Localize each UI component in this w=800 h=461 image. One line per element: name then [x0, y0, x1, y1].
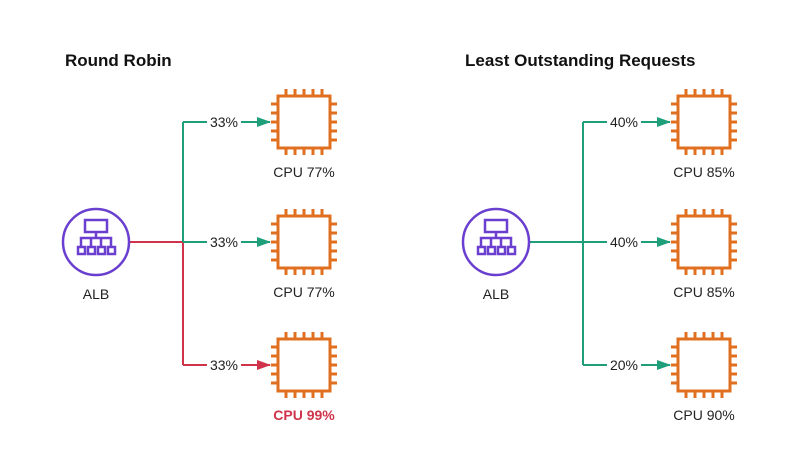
target-instance: 33% CPU 99%: [183, 332, 337, 423]
alb-leaf-box: [486, 245, 497, 256]
chip-body: [276, 214, 332, 270]
cpu-utilization-label: CPU 99%: [273, 407, 335, 423]
chip-body: [676, 214, 732, 270]
target-instance: 40% CPU 85%: [583, 209, 737, 300]
alb-circle: [61, 207, 131, 277]
alb-connectors: [79, 232, 113, 246]
alb-label: ALB: [83, 286, 109, 302]
alb-leaf-box: [496, 245, 507, 256]
alb-leaf-box: [106, 245, 117, 256]
traffic-share-label: 20%: [610, 357, 638, 373]
share-label-bg: [607, 233, 641, 250]
chip-body: [276, 94, 332, 150]
cpu-chip-icon: [671, 89, 737, 155]
traffic-share-label: 33%: [210, 357, 238, 373]
alb-connectors: [479, 232, 513, 246]
share-label-bg: [607, 113, 641, 130]
target-instance: 33% CPU 77%: [183, 89, 337, 180]
target-instance: 20% CPU 90%: [583, 332, 737, 423]
share-label-bg: [607, 356, 641, 373]
alb-node: ALB: [61, 207, 131, 302]
cpu-chip-icon: [271, 332, 337, 398]
chip-body: [676, 94, 732, 150]
chip-body: [676, 337, 732, 393]
cpu-chip-icon: [671, 209, 737, 275]
cpu-utilization-label: CPU 77%: [273, 164, 334, 180]
alb-leaf-box: [506, 245, 517, 256]
target-instance: 40% CPU 85%: [583, 89, 737, 180]
load-balancer-icon: [461, 207, 531, 277]
panel-round-robin: Round Robin 33% CPU 77% 33% CPU 77% 33% CPU 99…: [61, 51, 337, 423]
traffic-share-label: 33%: [210, 234, 238, 250]
traffic-share-label: 33%: [210, 114, 238, 130]
traffic-share-label: 40%: [610, 114, 638, 130]
load-balancer-icon: [61, 207, 131, 277]
panel-least-outstanding-requests: Least Outstanding Requests 40% CPU 85% 40% C…: [461, 51, 737, 423]
cpu-utilization-label: CPU 85%: [673, 164, 734, 180]
alb-leaf-box: [476, 245, 487, 256]
panel-title: Round Robin: [65, 51, 172, 70]
cpu-utilization-label: CPU 90%: [673, 407, 734, 423]
panel-title: Least Outstanding Requests: [465, 51, 695, 70]
traffic-share-label: 40%: [610, 234, 638, 250]
cpu-utilization-label: CPU 77%: [273, 284, 334, 300]
target-instance: 33% CPU 77%: [183, 209, 337, 300]
cpu-chip-icon: [271, 209, 337, 275]
share-label-bg: [207, 113, 241, 130]
cpu-chip-icon: [271, 89, 337, 155]
alb-circle: [461, 207, 531, 277]
cpu-chip-icon: [671, 332, 737, 398]
cpu-utilization-label: CPU 85%: [673, 284, 734, 300]
chip-body: [276, 337, 332, 393]
share-label-bg: [207, 233, 241, 250]
alb-node: ALB: [461, 207, 531, 302]
alb-leaf-box: [76, 245, 87, 256]
alb-leaf-box: [96, 245, 107, 256]
share-label-bg: [207, 356, 241, 373]
alb-leaf-box: [86, 245, 97, 256]
alb-label: ALB: [483, 286, 509, 302]
